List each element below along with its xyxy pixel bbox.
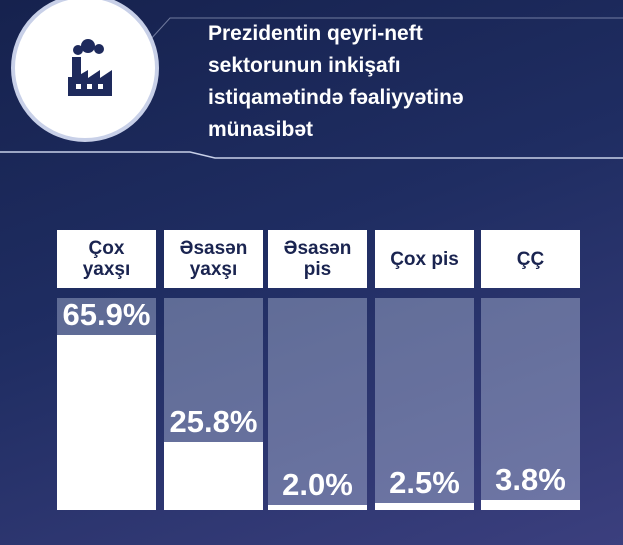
bar [164,441,263,510]
icon-circle [11,0,159,142]
value-label: 2.0% [282,466,353,502]
bar [481,499,580,510]
category-header: Əsasən pis [268,230,367,288]
category-header: ÇÇ [481,230,580,288]
category-header: Çox pis [375,230,474,288]
bar-area: 65.9% [57,298,156,510]
category-label: Əsasən pis [283,238,352,280]
category-label: Çox pis [390,248,459,270]
factory-icon [68,39,112,96]
bar [57,335,156,510]
bar [268,504,367,510]
bar-area: 2.0% [268,298,367,510]
bar-area: 25.8% [164,298,263,510]
category-header: Çox yaxşı [57,230,156,288]
chart-title: Prezidentin qeyri-neft sektorunun inkişa… [208,22,464,141]
value-label: 2.5% [389,465,460,501]
divider-line [149,17,623,41]
divider-line [0,151,623,159]
category-header: Əsasən yaxşı [164,230,263,288]
value-label: 3.8% [495,461,566,497]
value-label: 25.8% [169,403,258,439]
bar [375,503,474,510]
category-label: Əsasən yaxşı [179,238,248,280]
value-label: 65.9% [62,298,151,333]
category-label: Çox yaxşı [82,238,131,280]
bar-area: 3.8% [481,298,580,510]
category-label: ÇÇ [516,248,545,270]
bar-area: 2.5% [375,298,474,510]
